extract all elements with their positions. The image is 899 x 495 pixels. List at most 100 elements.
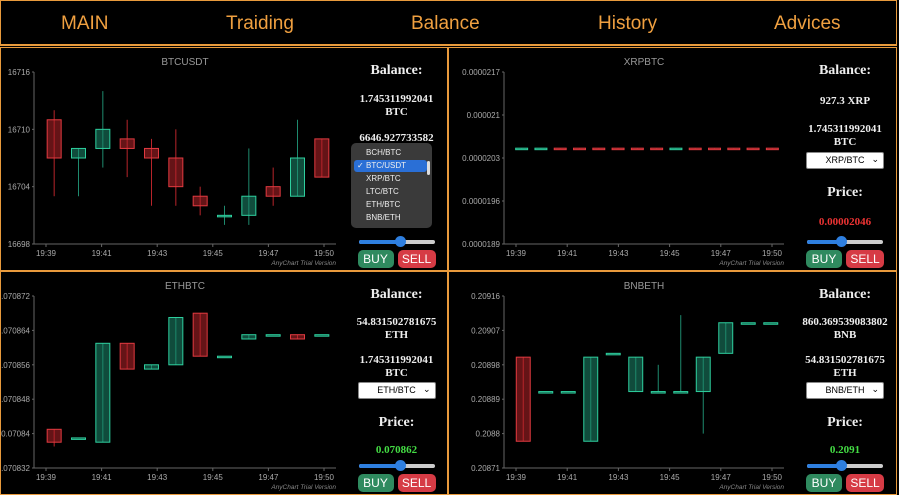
candle-body[interactable] bbox=[265, 186, 281, 197]
candle-body[interactable] bbox=[740, 322, 756, 325]
candle-body[interactable] bbox=[573, 147, 586, 151]
candle-body[interactable] bbox=[630, 147, 644, 151]
buy-button[interactable]: BUY bbox=[357, 250, 394, 268]
candle-body[interactable] bbox=[718, 322, 734, 354]
candle-body[interactable] bbox=[560, 391, 576, 394]
sell-button[interactable]: SELL bbox=[397, 250, 436, 268]
pair-select-value: ETH/BTC bbox=[377, 385, 416, 395]
dropdown-option-selected[interactable]: ✓ BTC/USDT bbox=[354, 160, 427, 172]
dropdown-option[interactable]: BCH/BTC bbox=[366, 148, 402, 157]
candle-body[interactable] bbox=[265, 334, 281, 337]
candle-body[interactable] bbox=[515, 147, 529, 151]
y-tick-label: 0.070856 bbox=[1, 361, 31, 370]
candle-body[interactable] bbox=[534, 147, 548, 151]
sell-button[interactable]: SELL bbox=[397, 474, 436, 492]
candlestick-chart[interactable]: ETHBTC 0.070872 0.070864 0.070856 0.070848 0.… bbox=[1, 272, 346, 494]
nav-balance[interactable]: Balance bbox=[411, 13, 480, 34]
amount-slider[interactable] bbox=[807, 460, 883, 471]
candle-body[interactable] bbox=[168, 157, 184, 188]
candle-body[interactable] bbox=[217, 355, 232, 359]
pair-select[interactable]: BNB/ETH ⌄ bbox=[806, 382, 884, 399]
candle-body[interactable] bbox=[583, 356, 599, 442]
candle-body[interactable] bbox=[605, 352, 621, 356]
x-tick-label: 19:45 bbox=[203, 249, 224, 258]
candle-body[interactable] bbox=[46, 428, 62, 443]
candle-body[interactable] bbox=[119, 138, 135, 149]
anychart-watermark: AnyChart Trial Version bbox=[270, 260, 336, 267]
x-tick-label: 19:39 bbox=[506, 473, 527, 482]
candle-body[interactable] bbox=[650, 147, 664, 151]
nav-main[interactable]: MAIN bbox=[61, 13, 109, 34]
dropdown-option[interactable]: XRP/BTC bbox=[366, 174, 401, 183]
slider-handle[interactable] bbox=[395, 460, 407, 471]
slider-handle[interactable] bbox=[836, 460, 848, 471]
dropdown-option[interactable]: BNB/ETH bbox=[366, 213, 401, 222]
candle-body[interactable] bbox=[241, 195, 257, 216]
account-sidebar: Balance: 860.369539083802 BNB 54.8315027816… bbox=[794, 272, 896, 494]
candle-body[interactable] bbox=[695, 356, 711, 393]
candle-body[interactable] bbox=[241, 334, 257, 340]
balance-title: Balance: bbox=[370, 287, 423, 302]
x-tick-label: 19:47 bbox=[258, 473, 279, 482]
candle-body[interactable] bbox=[688, 147, 702, 151]
dropdown-option[interactable]: LTC/BTC bbox=[366, 187, 399, 196]
candlestick-chart[interactable]: BNBETH 0.20916 0.20907 0.20898 0.20889 0.2088… bbox=[449, 272, 794, 494]
nav-history[interactable]: History bbox=[598, 13, 658, 34]
nav-advices[interactable]: Advices bbox=[774, 13, 841, 34]
sell-button[interactable]: SELL bbox=[846, 250, 884, 268]
candle-body[interactable] bbox=[553, 147, 567, 151]
slider-handle[interactable] bbox=[836, 236, 848, 247]
candle-body[interactable] bbox=[71, 437, 86, 440]
candle-body[interactable] bbox=[46, 119, 62, 159]
candle-body[interactable] bbox=[708, 147, 721, 151]
candle-body[interactable] bbox=[290, 157, 305, 197]
candle-body[interactable] bbox=[217, 214, 232, 218]
candle-body[interactable] bbox=[144, 147, 159, 159]
candle-body[interactable] bbox=[592, 147, 606, 151]
candle-body[interactable] bbox=[727, 147, 741, 151]
buy-button[interactable]: BUY bbox=[806, 474, 842, 492]
buy-button[interactable]: BUY bbox=[806, 250, 842, 268]
candle-body[interactable] bbox=[515, 356, 531, 442]
candle-body[interactable] bbox=[119, 342, 135, 370]
balance-amount-1: 54.831502781675 bbox=[356, 316, 437, 328]
candle-body[interactable] bbox=[746, 147, 760, 151]
sell-button[interactable]: SELL bbox=[846, 474, 884, 492]
pair-select[interactable]: XRP/BTC ⌄ bbox=[806, 152, 884, 169]
candle-body[interactable] bbox=[765, 147, 779, 151]
candle-body[interactable] bbox=[314, 138, 330, 178]
candle-body[interactable] bbox=[71, 147, 86, 159]
candle-body[interactable] bbox=[628, 356, 644, 393]
candle-body[interactable] bbox=[538, 391, 554, 394]
dropdown-option[interactable]: ETH/BTC bbox=[366, 200, 401, 209]
pair-dropdown-menu[interactable]: BCH/BTC ✓ BTC/USDT XRP/BTC LTC/BTC ETH/BT… bbox=[351, 143, 432, 228]
candle-body[interactable] bbox=[314, 334, 330, 337]
candle-body[interactable] bbox=[144, 364, 159, 370]
candle-body[interactable] bbox=[763, 322, 779, 325]
x-tick-label: 19:41 bbox=[92, 249, 113, 258]
amount-slider[interactable] bbox=[358, 236, 435, 247]
nav-trading[interactable]: Traiding bbox=[226, 13, 294, 34]
balance-amount-2: 1.745311992041 bbox=[808, 123, 882, 135]
candlestick-chart[interactable]: XRPBTC 0.0000217 0.000021 0.0000203 0.000019… bbox=[449, 48, 794, 270]
candle-body[interactable] bbox=[95, 342, 111, 443]
amount-slider[interactable] bbox=[358, 460, 435, 471]
candlestick-chart[interactable]: BTCUSDT 16716 16710 16704 16698 19:39 19:41 19:… bbox=[1, 48, 346, 270]
account-sidebar: Balance: 54.831502781675 ETH 1.745311992041… bbox=[346, 272, 447, 494]
chevron-down-icon: ⌄ bbox=[871, 384, 879, 394]
candle-body[interactable] bbox=[290, 334, 305, 340]
candle-body[interactable] bbox=[611, 147, 625, 151]
candle-body[interactable] bbox=[673, 391, 689, 394]
pair-select[interactable]: ETH/BTC ⌄ bbox=[357, 382, 436, 399]
amount-slider[interactable] bbox=[807, 236, 883, 247]
slider-handle[interactable] bbox=[395, 236, 407, 247]
buy-button[interactable]: BUY bbox=[357, 474, 394, 492]
candle-body[interactable] bbox=[192, 195, 208, 207]
anychart-watermark: AnyChart Trial Version bbox=[718, 260, 784, 267]
candle-body[interactable] bbox=[95, 128, 111, 149]
dropdown-scrollbar[interactable] bbox=[427, 161, 430, 175]
candle-body[interactable] bbox=[669, 147, 683, 151]
candle-body[interactable] bbox=[650, 391, 666, 394]
candle-body[interactable] bbox=[192, 312, 208, 357]
candle-body[interactable] bbox=[168, 317, 184, 366]
